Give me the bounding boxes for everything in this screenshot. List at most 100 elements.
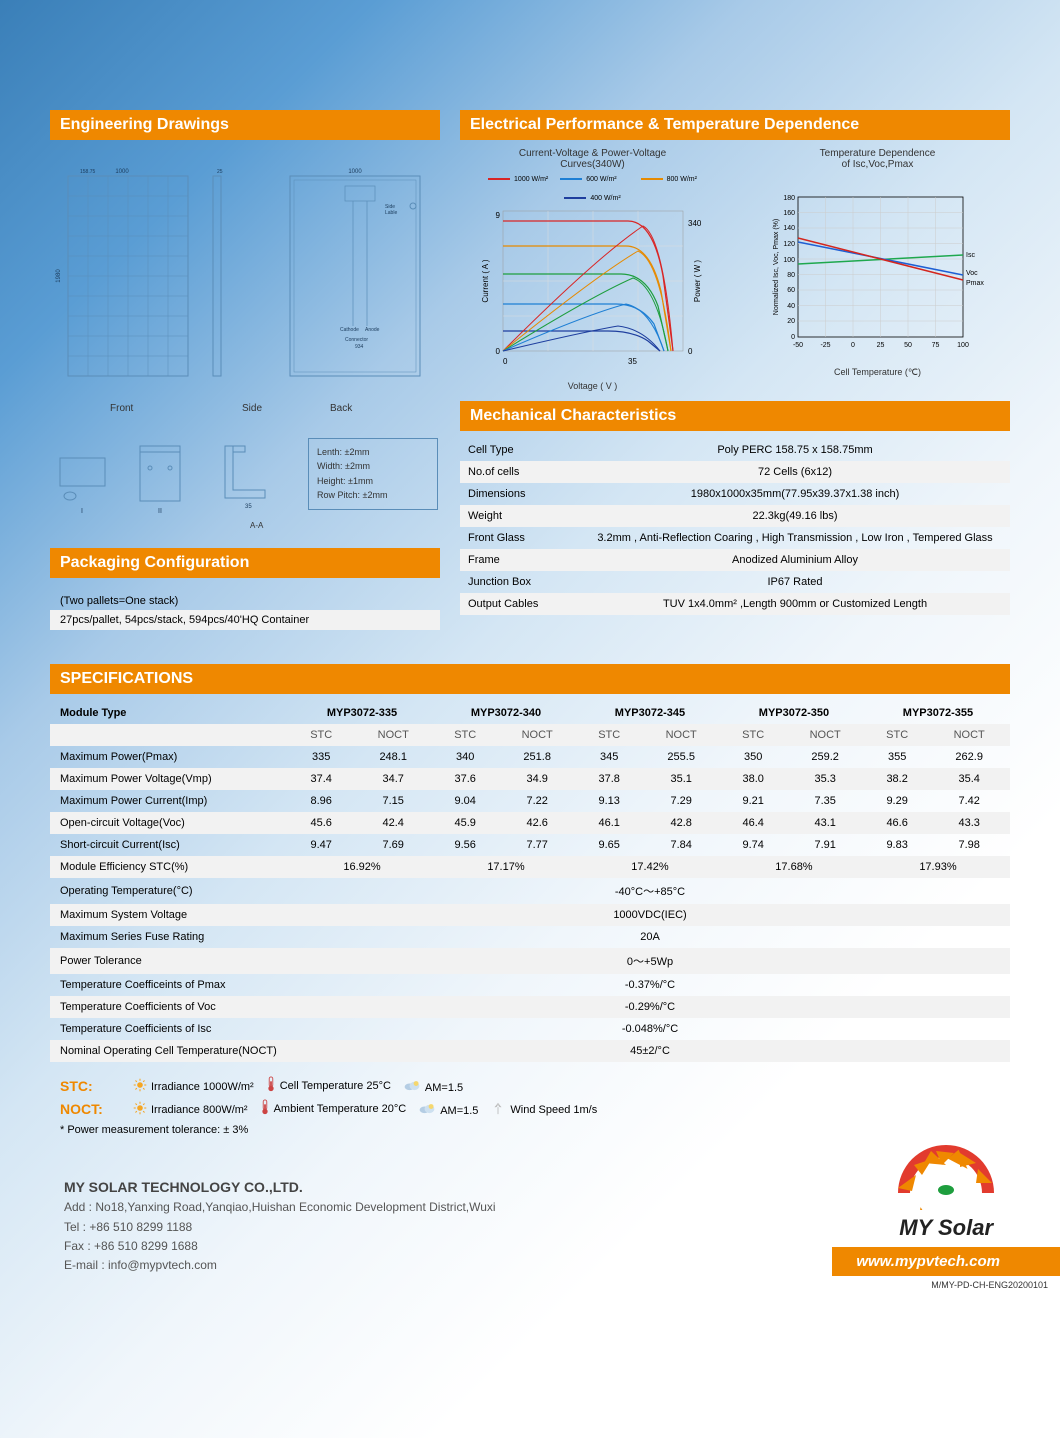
header-specs: SPECIFICATIONS — [50, 664, 1010, 694]
svg-text:934: 934 — [355, 344, 364, 350]
svg-text:Voc: Voc — [966, 270, 978, 277]
spec-label: Module Efficiency STC(%) — [50, 856, 290, 878]
table-row: Short-circuit Current(Isc)9.477.699.567.… — [50, 834, 1010, 856]
table-row: Maximum Power(Pmax)335248.1340251.834525… — [50, 746, 1010, 768]
table-row: Maximum System Voltage1000VDC(IEC) — [50, 904, 1010, 926]
svg-text:160: 160 — [783, 210, 795, 217]
drawing-side: 25 — [205, 166, 235, 396]
packaging-body: (Two pallets=One stack) 27pcs/pallet, 54… — [50, 586, 440, 636]
mech-val: IP67 Rated — [580, 571, 1010, 593]
sun-icon — [133, 1101, 147, 1118]
label-front: Front — [110, 403, 133, 414]
specs-subhead-row: STCNOCT STCNOCT STCNOCT STCNOCT STCNOCT — [50, 724, 1010, 746]
svg-text:I: I — [81, 508, 83, 515]
table-row: Temperature Coefficients of Isc-0.048%/°… — [50, 1018, 1010, 1040]
header-mechanical: Mechanical Characteristics — [460, 401, 1010, 431]
svg-text:-25: -25 — [820, 342, 830, 349]
drawing-profiles: I II 35 A-A — [50, 438, 300, 533]
table-row: Maximum Power Current(Imp)8.967.159.047.… — [50, 790, 1010, 812]
mech-val: TUV 1x4.0mm² ,Length 900mm or Customized… — [580, 593, 1010, 615]
svg-text:20: 20 — [787, 318, 795, 325]
brand-url: www.mypvtech.com — [832, 1247, 1060, 1276]
svg-text:140: 140 — [783, 225, 795, 232]
mech-val: Anodized Aluminium Alloy — [580, 549, 1010, 571]
mech-key: Frame — [460, 549, 580, 571]
spec-label: Maximum Power Current(Imp) — [50, 790, 290, 812]
svg-text:100: 100 — [783, 257, 795, 264]
mech-key: Cell Type — [460, 439, 580, 461]
stc-cond-1: Cell Temperature 25°C — [266, 1076, 391, 1095]
specs-table: Module Type MYP3072-335 MYP3072-340 MYP3… — [50, 702, 1010, 1062]
table-row: Weight22.3kg(49.16 lbs) — [460, 505, 1010, 527]
spec-label: Maximum Series Fuse Rating — [50, 926, 290, 948]
spec-label: Nominal Operating Cell Temperature(NOCT) — [50, 1040, 290, 1062]
tolerance-note: * Power measurement tolerance: ± 3% — [60, 1124, 1000, 1136]
drawing-back: 1000 Cathode Anode Connector 934 Side La… — [285, 166, 435, 396]
mech-val: Poly PERC 158.75 x 158.75mm — [580, 439, 1010, 461]
table-row: Open-circuit Voltage(Voc)45.642.445.942.… — [50, 812, 1010, 834]
doc-code: M/MY-PD-CH-ENG20200101 — [832, 1280, 1060, 1290]
svg-text:1000: 1000 — [115, 169, 129, 175]
drawing-front: 1000 158.75 1980 — [50, 166, 195, 396]
tol-height: Height: ±1mm — [317, 474, 429, 488]
svg-text:Normalized Isc, Voc, Pmax (%): Normalized Isc, Voc, Pmax (%) — [773, 219, 780, 315]
tolerance-box: Lenth: ±2mm Width: ±2mm Height: ±1mm Row… — [308, 438, 438, 510]
tol-length: Lenth: ±2mm — [317, 445, 429, 459]
svg-text:80: 80 — [787, 272, 795, 279]
spec-label: Open-circuit Voltage(Voc) — [50, 812, 290, 834]
mechanical-table: Cell TypePoly PERC 158.75 x 158.75mmNo.o… — [460, 439, 1010, 615]
svg-text:40: 40 — [787, 303, 795, 310]
spec-label: Maximum System Voltage — [50, 904, 290, 926]
svg-text:0: 0 — [495, 347, 500, 356]
svg-text:1980: 1980 — [56, 269, 62, 283]
svg-text:50: 50 — [904, 342, 912, 349]
spec-label: Maximum Power(Pmax) — [50, 746, 290, 768]
mech-key: Weight — [460, 505, 580, 527]
spec-label: Power Tolerance — [50, 948, 290, 974]
mech-val: 22.3kg(49.16 lbs) — [580, 505, 1010, 527]
label-back: Back — [330, 403, 352, 414]
temp-chart: Temperature Dependenceof Isc,Voc,Pmax — [745, 148, 1010, 391]
noct-cond-1: Ambient Temperature 20°C — [260, 1099, 407, 1118]
noct-cond-0: Irradiance 800W/m² — [133, 1101, 248, 1118]
stc-prefix: STC: — [60, 1078, 115, 1094]
svg-text:75: 75 — [931, 342, 939, 349]
svg-text:Current ( A ): Current ( A ) — [481, 259, 490, 302]
svg-text:0: 0 — [688, 347, 693, 356]
wind-icon — [490, 1101, 506, 1118]
svg-text:Connector: Connector — [345, 337, 368, 343]
noct-prefix: NOCT: — [60, 1101, 115, 1117]
table-row: FrameAnodized Aluminium Alloy — [460, 549, 1010, 571]
logo-block: MY Solar www.mypvtech.com M/MY-PD-CH-ENG… — [832, 1138, 1060, 1290]
table-row: Front Glass3.2mm , Anti-Reflection Coari… — [460, 527, 1010, 549]
svg-text:60: 60 — [787, 287, 795, 294]
thermo-icon — [260, 1099, 270, 1118]
svg-text:II: II — [158, 508, 162, 515]
spec-label: Temperature Coefficeints of Pmax — [50, 974, 290, 996]
table-row: Module Efficiency STC(%)16.92%17.17%17.4… — [50, 856, 1010, 878]
table-row: Nominal Operating Cell Temperature(NOCT)… — [50, 1040, 1010, 1062]
svg-text:0: 0 — [791, 334, 795, 341]
svg-text:0: 0 — [503, 357, 508, 366]
table-row: Junction BoxIP67 Rated — [460, 571, 1010, 593]
header-packaging: Packaging Configuration — [50, 548, 440, 578]
table-row: Power Tolerance0～+5Wp — [50, 948, 1010, 974]
svg-text:35: 35 — [628, 357, 637, 366]
svg-text:120: 120 — [783, 241, 795, 248]
spec-label: Maximum Power Voltage(Vmp) — [50, 768, 290, 790]
specs-header-row: Module Type MYP3072-335 MYP3072-340 MYP3… — [50, 702, 1010, 724]
header-electrical: Electrical Performance & Temperature Dep… — [460, 110, 1010, 140]
svg-text:9: 9 — [495, 211, 500, 220]
mech-val: 1980x1000x35mm(77.95x39.37x1.38 inch) — [580, 483, 1010, 505]
packaging-line2: 27pcs/pallet, 54pcs/stack, 594pcs/40'HQ … — [50, 610, 440, 630]
mech-key: Dimensions — [460, 483, 580, 505]
footer: MY SOLAR TECHNOLOGY CO.,LTD. Add : No18,… — [50, 1176, 1010, 1275]
svg-text:Anode: Anode — [365, 327, 380, 333]
mech-key: Junction Box — [460, 571, 580, 593]
spec-label: Operating Temperature(°C) — [50, 878, 290, 904]
iv-legend: 1000 W/m² 600 W/m² 800 W/m² 400 W/m² — [460, 176, 725, 202]
table-row: Maximum Series Fuse Rating20A — [50, 926, 1010, 948]
noct-cond-3: Wind Speed 1m/s — [490, 1101, 597, 1118]
svg-text:Lable: Lable — [385, 210, 397, 216]
svg-text:340: 340 — [688, 219, 702, 228]
